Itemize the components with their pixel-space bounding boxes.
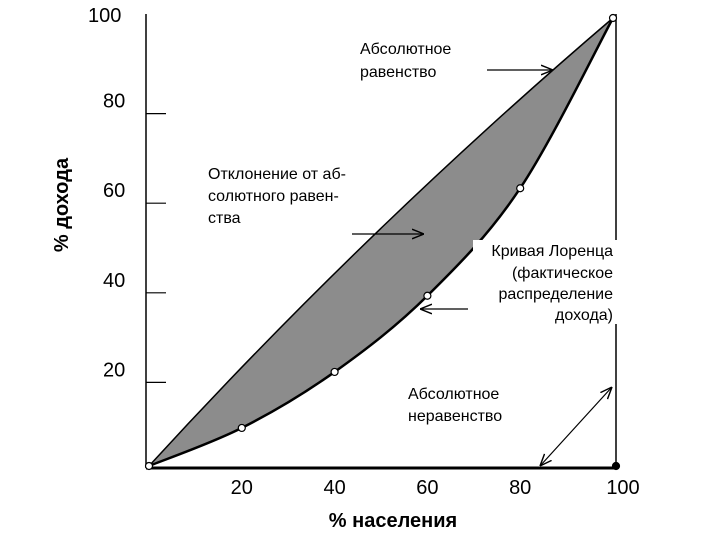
svg-text:дохода): дохода) bbox=[555, 307, 613, 324]
arrow-inequality bbox=[540, 387, 612, 466]
svg-text:Абсолютное: Абсолютное bbox=[360, 41, 451, 58]
y-axis-title: % дохода bbox=[51, 157, 73, 252]
svg-text:Абсолютное: Абсолютное bbox=[408, 386, 499, 403]
y-tick-label-20: 20 bbox=[103, 359, 125, 381]
corner-point-top bbox=[608, 13, 618, 23]
x-tick-label-20: 20 bbox=[231, 477, 253, 499]
svg-text:(фактическое: (фактическое bbox=[512, 265, 613, 282]
x-tick-label-80: 80 bbox=[509, 477, 531, 499]
lorenz-points bbox=[237, 184, 525, 433]
lorenz-point-40 bbox=[330, 367, 339, 377]
annotation-lorenz-curve: Кривая Лоренца (фактическое распределени… bbox=[420, 240, 617, 324]
x-tick-label-100: 100 bbox=[606, 477, 639, 499]
y-tick-label-60: 60 bbox=[103, 180, 125, 202]
svg-text:ства: ства bbox=[208, 210, 241, 227]
svg-text:распределение: распределение bbox=[498, 286, 613, 303]
x-tick-label-60: 60 bbox=[416, 477, 438, 499]
y-tick-label-80: 80 bbox=[103, 91, 125, 113]
x-ticks: 20 40 60 80 100 bbox=[231, 477, 640, 499]
y-tick-label-40: 40 bbox=[103, 270, 125, 292]
inequality-area bbox=[149, 18, 613, 466]
svg-text:Отклонение от аб-: Отклонение от аб- bbox=[208, 166, 346, 183]
annotation-absolute-inequality: Абсолютное неравенство bbox=[408, 386, 612, 466]
annotation-deviation: Отклонение от аб- солютного равен- ства bbox=[208, 166, 424, 234]
x-axis-title: % населения bbox=[329, 510, 457, 532]
corner-point-origin bbox=[144, 461, 154, 471]
svg-text:неравенство: неравенство bbox=[408, 408, 502, 425]
annotation-absolute-equality: Абсолютное равенство bbox=[360, 41, 553, 81]
lorenz-point-60 bbox=[423, 291, 432, 300]
x-tick-label-40: 40 bbox=[323, 477, 345, 499]
lorenz-curve bbox=[148, 17, 615, 468]
y-tick-label-100: 100 bbox=[88, 5, 121, 27]
svg-text:Кривая Лоренца: Кривая Лоренца bbox=[491, 243, 613, 260]
lorenz-point-20 bbox=[237, 423, 246, 433]
corner-point-bottom-right bbox=[611, 461, 621, 471]
lorenz-point-80 bbox=[516, 184, 525, 193]
svg-text:равенство: равенство bbox=[360, 64, 437, 81]
equality-line bbox=[148, 17, 614, 467]
y-ticks: 20 40 60 80 100 bbox=[88, 5, 166, 383]
svg-text:солютного равен-: солютного равен- bbox=[208, 188, 339, 205]
